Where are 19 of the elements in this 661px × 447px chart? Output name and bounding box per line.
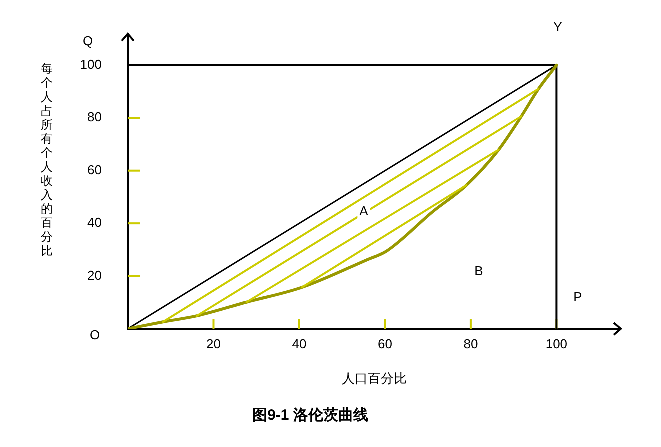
text: Q	[82, 34, 94, 49]
x-tick-label: 20	[206, 336, 221, 352]
y-tick-label: 100	[80, 57, 102, 72]
y-tick-label: 20	[88, 268, 102, 283]
x-tick-label: 80	[464, 336, 478, 352]
text: O	[90, 328, 100, 343]
x-tick-label: 40	[292, 336, 307, 352]
x-axis-title: 人口百分比	[342, 370, 407, 386]
text: 图9-1 洛伦茨曲线	[252, 407, 368, 424]
y-tick-label: 80	[88, 110, 102, 125]
annotation: P	[574, 290, 582, 305]
text: 每个人占所有个人收入的百分比	[41, 62, 53, 258]
x-tick-label: 60	[378, 336, 392, 352]
y-tick-label: 60	[88, 162, 102, 178]
annotation: A	[360, 204, 369, 219]
x-tick-label: 100	[546, 336, 568, 352]
annotation: Y	[554, 20, 563, 35]
y-tick-label: 40	[88, 215, 102, 230]
annotation: B	[474, 264, 484, 279]
